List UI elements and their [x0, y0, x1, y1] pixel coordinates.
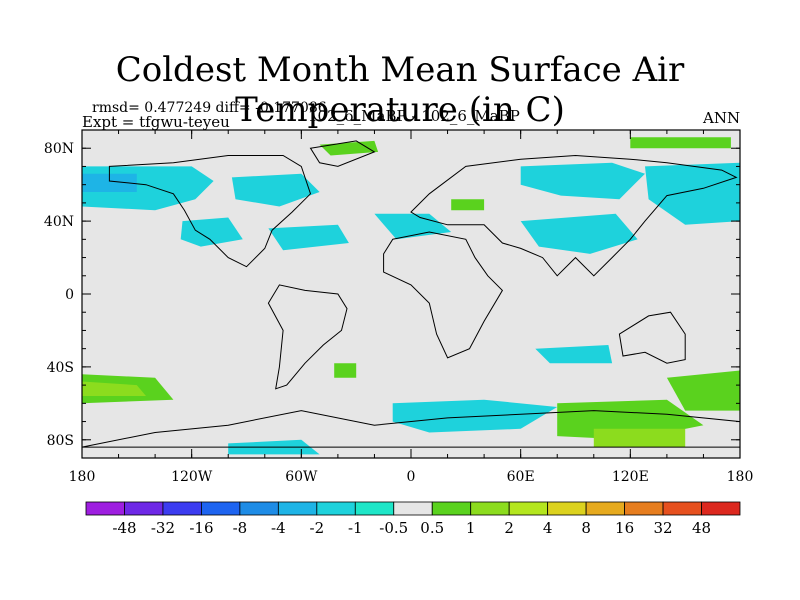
- region-north-pacific-east: [645, 162, 740, 225]
- colorbar-swatch: [124, 501, 164, 516]
- season-label: ANN: [703, 109, 741, 127]
- comparison-label: 102_6_MaBP - 102_6_MaBP: [308, 107, 520, 125]
- map-layer: [81, 130, 741, 458]
- colorbar-swatch: [470, 501, 510, 516]
- colorbar-label: 4: [543, 519, 553, 537]
- region-arctic-strip: [630, 137, 731, 149]
- colorbar-label: -0.5: [379, 519, 408, 537]
- x-tick-label: 180: [727, 469, 754, 485]
- colorbar-swatch: [662, 501, 702, 516]
- region-eurasia-green: [451, 199, 485, 211]
- colorbar-label: -8: [233, 519, 248, 537]
- colorbar-label: 32: [654, 519, 673, 537]
- x-tick-label: 120E: [612, 469, 649, 485]
- region-north-america-west: [180, 217, 243, 247]
- region-asia-central: [520, 213, 638, 254]
- colorbar-swatch: [277, 501, 318, 516]
- colorbar-label: -48: [112, 519, 136, 537]
- colorbar-label: -4: [271, 519, 286, 537]
- colorbar-label: 0.5: [420, 519, 444, 537]
- colorbar-swatch: [316, 501, 356, 516]
- chart-title: Coldest Month Mean Surface Air Temperatu…: [115, 50, 685, 130]
- axis-layer: 180 120W 60W 0 60E 120E 180 80N 40N 0 40S 80S: [44, 129, 754, 485]
- region-north-pacific-core: [82, 173, 137, 192]
- stats-label: rmsd= 0.477249 diff= -0.177086: [92, 100, 327, 116]
- coastline-africa: [383, 231, 504, 359]
- colorbar-label: 2: [504, 519, 514, 537]
- region-north-america-belt: [231, 173, 320, 207]
- y-tick-label: 0: [65, 287, 74, 303]
- coastline-australia: [618, 311, 686, 364]
- region-eurasia-north: [520, 162, 645, 200]
- y-tick-label: 80N: [44, 141, 74, 157]
- colorbar-swatch: [85, 501, 125, 516]
- colorbar-label: -16: [189, 519, 213, 537]
- y-tick-label: 40N: [44, 214, 74, 230]
- experiment-label: Expt = tfgwu-teyeu: [82, 113, 230, 131]
- colorbar-label: 8: [581, 519, 591, 537]
- colorbar-label: 48: [692, 519, 711, 537]
- colorbar-swatch: [354, 501, 395, 516]
- y-tick-label: 40S: [47, 360, 74, 376]
- coastline-eurasia: [410, 154, 738, 277]
- colorbar-label: 1: [466, 519, 476, 537]
- colorbar-swatch: [431, 501, 472, 516]
- colorbar-swatch: [585, 501, 625, 516]
- colorbar-swatch: [239, 501, 279, 516]
- colorbar-swatch: [508, 501, 549, 516]
- region-southern-ocean-core: [82, 381, 146, 396]
- colorbar-label: -2: [310, 519, 325, 537]
- coastline-greenland: [309, 140, 376, 167]
- x-tick-label: 0: [407, 469, 416, 485]
- colorbar-swatch: [393, 501, 433, 516]
- region-west-atlantic: [268, 224, 349, 251]
- region-antarctic-yellow: [593, 428, 686, 448]
- x-tick-label: 120W: [171, 469, 213, 485]
- colorbar-swatch: [624, 501, 664, 516]
- colorbar-swatch: [701, 501, 741, 516]
- colorbar-swatch: [201, 501, 241, 516]
- colorbar-label: 16: [615, 519, 634, 537]
- coastline-south-america: [267, 284, 348, 390]
- x-tick-label: 180: [69, 469, 96, 485]
- colorbar-layer: -48 -32 -16 -8 -4 -2 -1 -0.5 0.5 1 2 4 8 16 32 48: [85, 501, 741, 537]
- colorbar-swatch: [547, 501, 587, 516]
- x-tick-label: 60E: [507, 469, 535, 485]
- x-tick-label: 60W: [285, 469, 318, 485]
- y-tick-label: 80S: [47, 433, 74, 449]
- region-south-atlantic-patch: [334, 363, 357, 378]
- coastline-north-america: [108, 155, 312, 268]
- region-south-pacific-east: [666, 370, 740, 411]
- colorbar-swatch: [162, 501, 202, 516]
- region-south-indian-band: [535, 345, 613, 364]
- colorbar-label: -1: [348, 519, 363, 537]
- colorbar-label: -32: [151, 519, 175, 537]
